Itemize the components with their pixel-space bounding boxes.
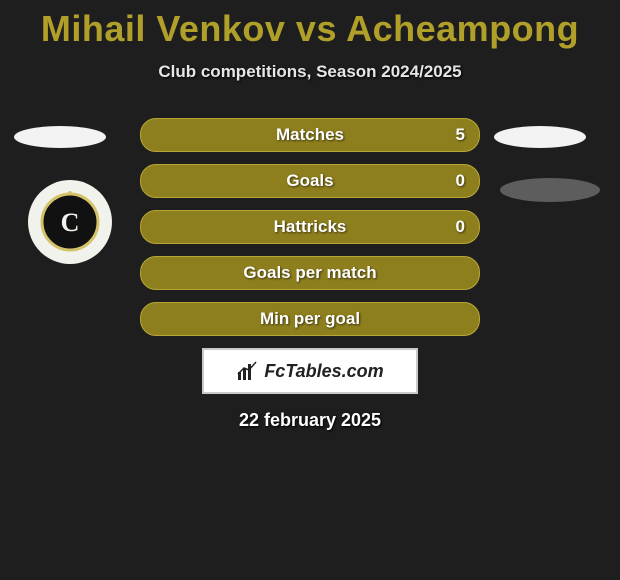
stat-bar: Min per goal <box>140 302 480 336</box>
stat-bar: Hattricks 0 <box>140 210 480 244</box>
subtitle: Club competitions, Season 2024/2025 <box>0 62 620 82</box>
stat-value-right: 0 <box>456 217 465 237</box>
svg-text:C: C <box>61 208 80 237</box>
stat-value-right: 0 <box>456 171 465 191</box>
stat-label: Hattricks <box>274 217 347 237</box>
club-crest-icon: C <box>35 187 105 257</box>
date-label: 22 february 2025 <box>0 410 620 431</box>
fctables-badge: FcTables.com <box>202 348 418 394</box>
stat-label: Goals <box>286 171 333 191</box>
chart-icon <box>236 360 258 382</box>
stat-bar: Matches 5 <box>140 118 480 152</box>
player-silhouette-pill <box>500 178 600 202</box>
footer-logo-row: FcTables.com <box>0 348 620 394</box>
player-silhouette-pill <box>14 126 106 148</box>
stat-label: Matches <box>276 125 344 145</box>
player-silhouette-pill <box>494 126 586 148</box>
club-badge: C <box>28 180 112 264</box>
stat-label: Min per goal <box>260 309 360 329</box>
page-title: Mihail Venkov vs Acheampong <box>0 0 620 50</box>
stat-bar: Goals per match <box>140 256 480 290</box>
fctables-text: FcTables.com <box>264 361 383 382</box>
stat-value-right: 5 <box>456 125 465 145</box>
stats-container: Matches 5 Goals 0 Hattricks 0 Goals per match M… <box>140 118 480 336</box>
stat-label: Goals per match <box>243 263 376 283</box>
stat-bar: Goals 0 <box>140 164 480 198</box>
